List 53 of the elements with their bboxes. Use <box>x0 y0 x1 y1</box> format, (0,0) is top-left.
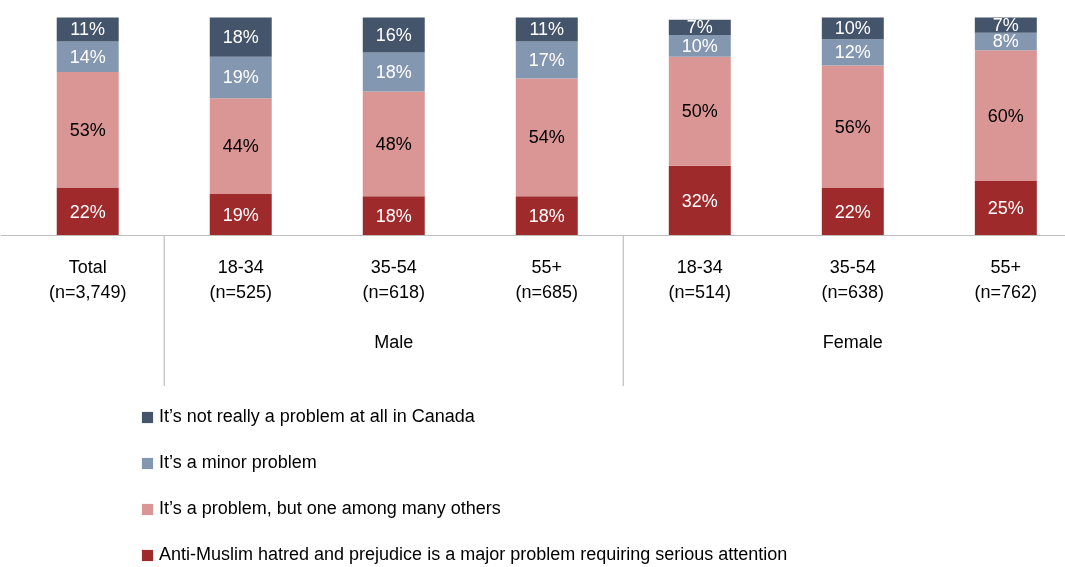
text: Male <box>374 332 414 353</box>
data-label: 18% <box>375 62 412 82</box>
legend-label: It’s a minor problem <box>159 452 317 473</box>
data-label: 44% <box>222 136 259 157</box>
data-label: 10% <box>681 35 718 56</box>
data-label: 10% <box>834 18 871 39</box>
bar <box>209 98 272 195</box>
bar <box>668 56 731 166</box>
data-label: 56% <box>834 116 871 137</box>
bar <box>821 187 884 236</box>
x-tick-label: 55+ (n=685) <box>515 256 579 302</box>
data-label: 54% <box>528 127 565 148</box>
data-label: 50% <box>681 101 718 122</box>
data-label: 11% <box>529 19 565 40</box>
data-label: 16% <box>375 24 412 45</box>
bar <box>362 91 425 197</box>
data-label: 32% <box>681 190 718 211</box>
data-label: 19% <box>222 67 259 88</box>
data-label: 22% <box>834 201 871 222</box>
bar <box>362 52 425 92</box>
data-label: 14% <box>69 46 106 67</box>
legend-label: Anti-Muslim hatred and prejudice is a major problem requiring serious attention <box>159 544 788 565</box>
x-tick-label: Total (n=3,749) <box>48 256 127 302</box>
data-label: 18% <box>375 205 412 226</box>
legend-label: It’s a problem, but one among many others <box>159 498 501 519</box>
data-label: 17% <box>528 50 565 71</box>
x-tick-label: 35-54 (n=618) <box>362 256 426 302</box>
bar <box>515 41 578 79</box>
bar <box>974 50 1037 181</box>
x-tick-label: 18-34 (n=514) <box>668 256 732 302</box>
bar <box>821 65 884 188</box>
data-label: 60% <box>987 105 1024 126</box>
data-label: 22% <box>69 201 106 222</box>
bar <box>668 165 731 236</box>
data-label: 25% <box>987 198 1024 219</box>
bar <box>974 181 1037 236</box>
data-label: 48% <box>375 133 412 154</box>
bar <box>56 41 119 72</box>
data-label: 18% <box>222 27 259 48</box>
x-tick-label: 35-54 (n=638) <box>821 256 885 302</box>
data-label: 12% <box>834 42 871 63</box>
bar <box>515 78 578 197</box>
data-label: 11% <box>70 19 106 40</box>
x-tick-label: 55+ (n=762) <box>974 256 1038 302</box>
text: Female <box>822 332 883 353</box>
data-label: 53% <box>69 119 106 140</box>
bar <box>56 72 119 188</box>
data-label: 7% <box>686 17 713 38</box>
data-label: 18% <box>528 205 565 226</box>
data-label: 8% <box>992 31 1019 52</box>
legend-label: It’s not really a problem at all in Canada <box>159 406 475 427</box>
x-tick-label: 18-34 (n=525) <box>209 256 273 302</box>
data-label: 19% <box>222 204 259 225</box>
